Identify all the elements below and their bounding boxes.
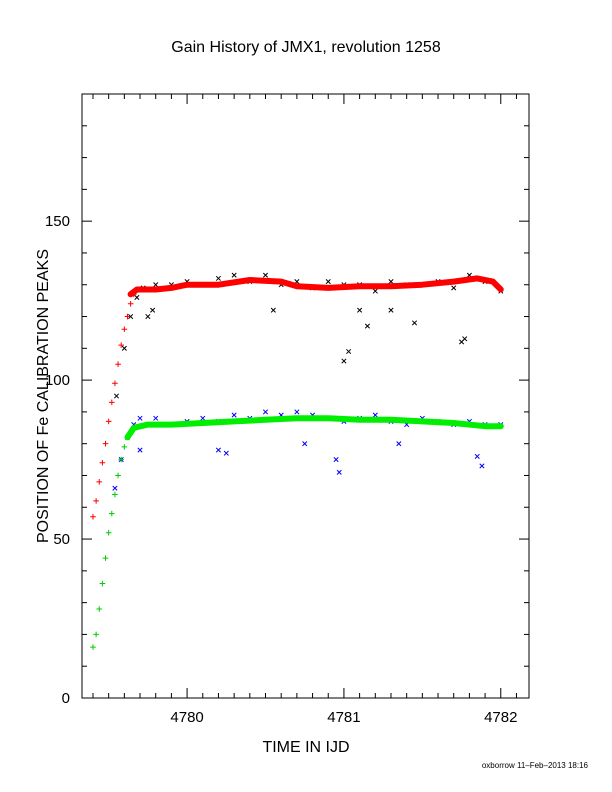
data-points <box>90 272 504 650</box>
y-tick-label: 50 <box>53 531 70 548</box>
x-tick-label: 4781 <box>327 709 360 726</box>
data-point <box>153 282 159 288</box>
data-point <box>145 313 151 320</box>
y-tick-label: 150 <box>45 213 70 230</box>
axis-ticks <box>82 93 529 699</box>
data-point <box>124 313 131 320</box>
series-4 <box>90 434 131 650</box>
data-point <box>115 472 121 479</box>
x-tick-label: 4782 <box>484 709 517 726</box>
data-point <box>270 307 276 313</box>
y-axis-label: POSITION OF Fe CALIBRATION PEAKS <box>35 249 52 543</box>
data-point <box>102 555 109 561</box>
series-5 <box>124 415 504 441</box>
series-2 <box>127 275 504 298</box>
data-point <box>333 457 339 463</box>
data-point <box>341 358 347 364</box>
data-point <box>150 307 156 313</box>
data-point <box>372 288 378 294</box>
data-point <box>357 307 363 313</box>
data-point <box>231 272 237 278</box>
data-point <box>90 644 96 650</box>
data-point <box>112 380 118 387</box>
data-point <box>388 307 394 313</box>
x-tick-label: 4780 <box>170 709 203 726</box>
data-point <box>325 279 331 285</box>
x-axis-label: TIME IN IJD <box>262 739 349 756</box>
data-point <box>231 412 237 418</box>
data-point <box>346 348 352 355</box>
data-point <box>262 409 269 415</box>
data-point <box>112 485 118 491</box>
data-point <box>109 510 115 517</box>
y-tick-label: 0 <box>62 690 70 707</box>
series-1 <box>90 291 137 520</box>
data-point <box>137 415 143 421</box>
data-point <box>90 514 96 520</box>
series-0 <box>113 272 504 399</box>
data-point <box>223 450 229 456</box>
data-point <box>137 447 143 453</box>
chart-title: Gain History of JMX1, revolution 1258 <box>171 39 441 56</box>
data-point <box>102 440 109 447</box>
data-point <box>411 320 418 326</box>
data-point <box>105 418 112 425</box>
data-point <box>127 301 134 307</box>
data-point <box>474 453 480 459</box>
data-point <box>396 441 402 447</box>
data-point <box>121 444 128 450</box>
plot-frame <box>81 93 530 699</box>
data-point <box>105 529 112 536</box>
data-point <box>112 491 118 498</box>
data-point <box>262 272 269 278</box>
y-tick-label: 100 <box>45 372 70 389</box>
data-point <box>128 313 134 320</box>
data-point <box>462 336 468 342</box>
data-point <box>118 456 125 463</box>
data-point <box>99 459 106 466</box>
data-point <box>93 631 99 638</box>
fit-line <box>127 275 504 298</box>
data-point <box>115 361 121 368</box>
data-point <box>153 415 159 421</box>
data-point <box>302 441 308 447</box>
data-point <box>336 469 342 475</box>
data-point <box>451 285 457 291</box>
data-point <box>121 345 127 351</box>
footer-credit: oxborrow 11–Feb–2013 18:16 <box>482 761 589 770</box>
data-point <box>294 409 300 415</box>
data-point <box>215 447 222 453</box>
data-point <box>93 498 99 504</box>
data-point <box>121 326 128 333</box>
data-point <box>118 342 125 348</box>
data-point <box>109 399 115 406</box>
data-point <box>96 606 103 612</box>
data-point <box>479 463 485 469</box>
data-point <box>99 580 106 587</box>
data-point <box>134 294 140 301</box>
fit-line <box>124 415 504 441</box>
data-point <box>364 323 371 329</box>
data-point <box>215 275 222 281</box>
data-point <box>96 479 103 485</box>
data-point <box>113 393 120 399</box>
data-point <box>388 279 394 285</box>
data-point <box>200 415 206 421</box>
axis-tick-labels: 0 50 100 150 4780 4781 4782 <box>45 213 517 726</box>
data-point <box>372 412 378 418</box>
